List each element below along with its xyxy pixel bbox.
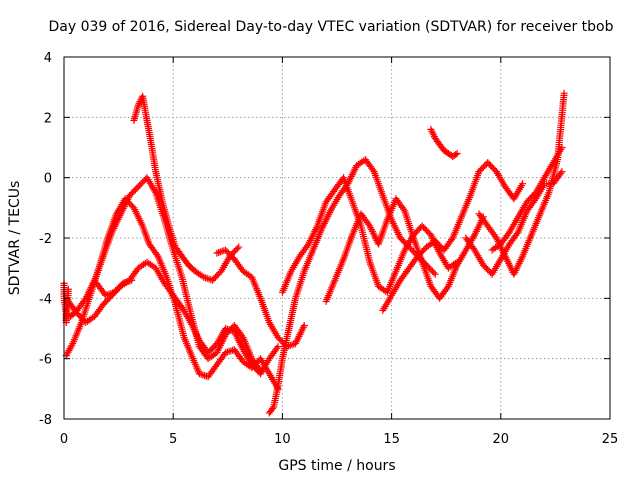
data-point-interp bbox=[469, 244, 477, 252]
data-point-interp bbox=[530, 197, 538, 205]
data-point-interp bbox=[68, 341, 76, 349]
data-point bbox=[128, 276, 136, 284]
data-point bbox=[431, 270, 439, 278]
data-point-interp bbox=[233, 245, 241, 253]
data-point-interp bbox=[303, 242, 311, 250]
data-point-interp bbox=[269, 404, 277, 412]
x-tick-label: 0 bbox=[60, 432, 68, 447]
data-points bbox=[60, 89, 568, 417]
y-tick-label: -8 bbox=[39, 413, 52, 428]
x-tick-label: 15 bbox=[383, 432, 400, 447]
data-point-interp bbox=[177, 302, 185, 310]
data-point bbox=[235, 243, 243, 251]
y-axis-label: SDTVAR / TECUs bbox=[7, 181, 23, 296]
axis-ticks: 0 5 10 15 20 25 -8 -6 -4 -2 0 2 4 bbox=[39, 51, 618, 447]
data-point-interp bbox=[199, 371, 207, 379]
data-point-interp bbox=[215, 248, 223, 256]
x-axis-label: GPS time / hours bbox=[278, 458, 395, 474]
data-point-interp bbox=[513, 230, 521, 238]
chart-title: Day 039 of 2016, Sidereal Day-to-day VTE… bbox=[48, 19, 613, 35]
data-point-interp bbox=[153, 250, 161, 258]
data-point bbox=[213, 249, 221, 257]
data-point-interp bbox=[81, 296, 89, 304]
y-tick-label: -6 bbox=[39, 353, 52, 368]
data-point-interp bbox=[443, 284, 451, 292]
data-point bbox=[453, 150, 461, 158]
data-point-interp bbox=[369, 166, 377, 174]
data-point-interp bbox=[399, 205, 407, 213]
data-point bbox=[519, 180, 527, 188]
data-point-interp bbox=[238, 332, 246, 340]
data-point bbox=[300, 321, 308, 329]
data-point-interp bbox=[452, 151, 460, 159]
data-point-interp bbox=[448, 236, 456, 244]
y-tick-label: 4 bbox=[44, 51, 52, 66]
data-point bbox=[64, 285, 72, 293]
data-point-interp bbox=[557, 169, 565, 177]
x-tick-label: 5 bbox=[169, 432, 177, 447]
y-tick-label: 2 bbox=[44, 111, 52, 126]
data-point bbox=[558, 144, 566, 151]
y-tick-label: -2 bbox=[39, 232, 52, 247]
x-tick-label: 20 bbox=[493, 432, 510, 447]
data-point bbox=[560, 89, 568, 97]
data-point bbox=[274, 343, 282, 351]
data-point-interp bbox=[491, 232, 499, 240]
data-point-interp bbox=[430, 269, 438, 277]
x-tick-label: 25 bbox=[602, 432, 619, 447]
grid-lines bbox=[64, 57, 610, 419]
x-tick-label: 10 bbox=[274, 432, 291, 447]
y-tick-label: -4 bbox=[39, 292, 52, 307]
data-point-interp bbox=[504, 230, 512, 238]
data-point-interp bbox=[273, 344, 281, 352]
data-point-interp bbox=[365, 220, 373, 228]
data-point bbox=[558, 168, 566, 176]
y-tick-label: 0 bbox=[44, 172, 52, 187]
data-point-interp bbox=[216, 248, 224, 256]
